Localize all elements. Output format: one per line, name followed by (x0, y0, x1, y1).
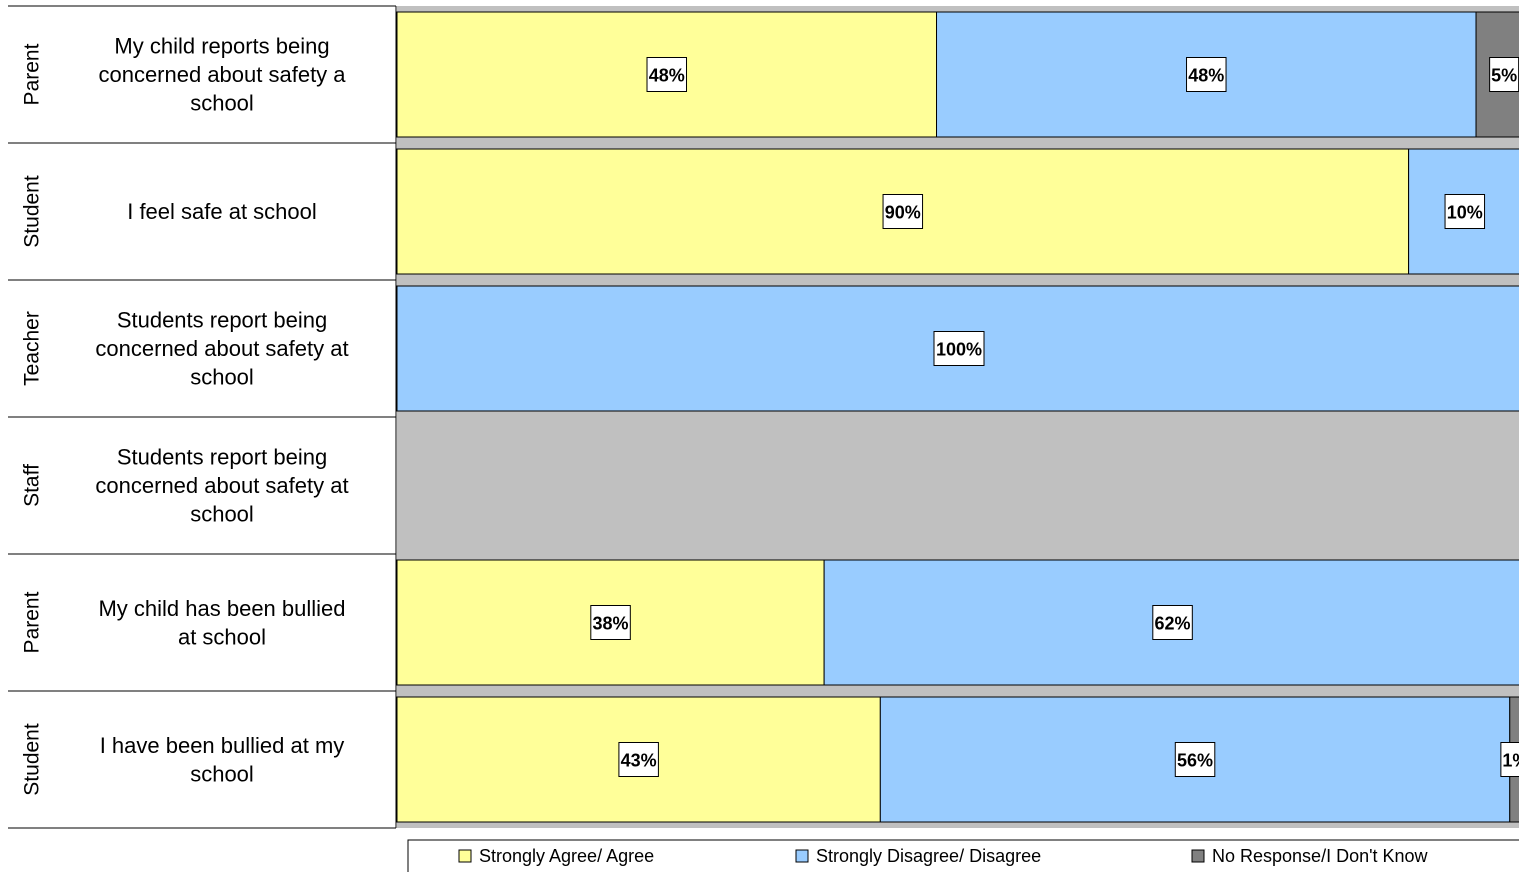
plot-area (397, 6, 1519, 828)
data-label: 48% (649, 66, 685, 86)
row-group-label: Student (21, 175, 44, 248)
row-question-line: at school (178, 624, 266, 649)
data-label-box (1489, 57, 1519, 92)
data-label: 43% (621, 751, 657, 771)
data-label: 56% (1177, 751, 1213, 771)
data-label-box (933, 331, 985, 366)
data-label: 90% (885, 203, 921, 223)
row-question-line: school (190, 761, 254, 786)
data-label: 38% (593, 614, 629, 634)
data-label-box (646, 57, 688, 92)
row-question-line: Students report being (117, 308, 327, 333)
data-label-box (1174, 742, 1216, 777)
data-label: 10% (1447, 203, 1483, 223)
row-question-line: concerned about safety at (95, 336, 348, 361)
row-question-line: My child has been bullied (98, 596, 345, 621)
data-label-box (882, 194, 924, 229)
data-label: 100% (936, 340, 982, 360)
row-question-line: My child reports being (114, 34, 329, 59)
legend-swatch (458, 849, 472, 863)
row-question-line: school (190, 91, 254, 116)
data-label: 5% (1491, 66, 1517, 86)
row-question-line: concerned about safety at (95, 473, 348, 498)
legend-label: Strongly Disagree/ Disagree (816, 846, 1041, 866)
data-label-box (618, 742, 659, 777)
data-label-box (590, 605, 631, 640)
data-label: 62% (1155, 614, 1191, 634)
data-label-box (1152, 605, 1193, 640)
row-group-label: Teacher (21, 311, 44, 386)
row-question-line: I have been bullied at my (100, 733, 345, 758)
data-label-box (1444, 194, 1486, 229)
row-group-label: Student (21, 723, 44, 796)
row-question-line: school (190, 365, 254, 390)
data-label-box (1186, 57, 1227, 92)
row-question-line: school (190, 502, 254, 527)
row-group-label: Staff (21, 464, 44, 507)
data-label: 1% (1502, 751, 1519, 771)
legend-label: Strongly Agree/ Agree (479, 846, 654, 866)
row-question-line: concerned about safety a (98, 62, 346, 87)
legend-swatch (795, 849, 809, 863)
row-group-label: Parent (21, 591, 44, 653)
data-label: 48% (1188, 66, 1224, 86)
data-label-box (1500, 742, 1519, 777)
legend-swatch (1191, 849, 1205, 863)
row-group-label: Parent (21, 43, 44, 105)
legend-box (407, 839, 1519, 872)
row-question-line: I feel safe at school (127, 199, 317, 224)
legend-label: No Response/I Don't Know (1212, 846, 1429, 866)
row-question-line: Students report being (117, 445, 327, 470)
